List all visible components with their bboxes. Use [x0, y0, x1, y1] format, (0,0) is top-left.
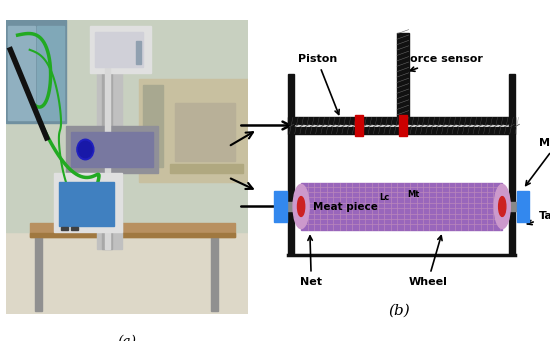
Text: Mt: Mt	[408, 190, 420, 199]
Text: (a): (a)	[117, 334, 136, 341]
Bar	[517, 191, 529, 222]
Bar	[71, 132, 153, 167]
Ellipse shape	[293, 184, 309, 228]
Text: Piston: Piston	[298, 55, 339, 115]
Bar	[274, 191, 287, 222]
Circle shape	[77, 139, 94, 160]
Ellipse shape	[494, 184, 510, 228]
Bar	[95, 32, 144, 68]
Bar	[287, 202, 301, 211]
Bar	[61, 227, 68, 230]
Bar	[397, 33, 409, 117]
Bar	[6, 20, 248, 232]
Text: Net: Net	[300, 236, 322, 286]
Bar	[399, 115, 407, 136]
Bar	[144, 85, 163, 167]
Bar	[104, 59, 109, 249]
Bar	[71, 227, 78, 230]
Bar	[97, 59, 122, 249]
Bar	[301, 183, 502, 230]
Text: Force sensor: Force sensor	[403, 55, 482, 71]
Bar	[509, 74, 515, 254]
Bar	[211, 237, 218, 311]
Bar	[6, 20, 66, 123]
Bar	[288, 74, 294, 254]
Text: (b): (b)	[388, 303, 410, 317]
Bar	[502, 202, 517, 211]
Bar	[175, 103, 235, 161]
Bar	[35, 237, 42, 311]
Ellipse shape	[298, 196, 305, 217]
Bar	[59, 182, 114, 226]
Bar	[30, 233, 235, 237]
Bar	[139, 79, 248, 182]
Bar	[288, 117, 515, 124]
Text: Lc: Lc	[379, 193, 389, 202]
Text: Motor: Motor	[526, 138, 550, 186]
Bar	[8, 26, 35, 120]
Text: Wheel: Wheel	[409, 236, 447, 286]
Bar	[288, 127, 515, 134]
Bar	[37, 26, 64, 120]
Bar	[6, 232, 248, 314]
Ellipse shape	[499, 196, 506, 217]
Text: Meat piece: Meat piece	[313, 202, 378, 212]
Bar	[355, 115, 363, 136]
Bar	[136, 41, 141, 64]
Bar	[66, 126, 158, 173]
Bar	[90, 26, 151, 73]
Text: Tank: Tank	[527, 210, 550, 225]
Bar	[102, 59, 112, 249]
Bar	[30, 223, 235, 237]
Bar	[54, 173, 122, 232]
Circle shape	[79, 141, 92, 158]
Bar	[170, 164, 243, 173]
